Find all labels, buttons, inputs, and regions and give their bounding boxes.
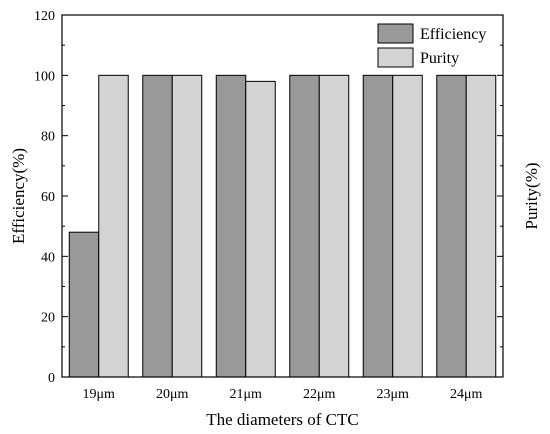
bar-purity-3 xyxy=(318,74,350,378)
legend-swatch-efficiency xyxy=(377,23,414,44)
y-tick-label: 0 xyxy=(48,371,55,386)
bar-purity-4 xyxy=(392,74,423,378)
bar-purity-2 xyxy=(245,80,276,378)
y-axis-title: Efficiency(%) xyxy=(9,148,28,244)
y-axis-right-title: Purity(%) xyxy=(522,162,541,229)
y-tick-label: 80 xyxy=(41,130,55,145)
x-tick-label: 20μm xyxy=(156,387,189,402)
x-tick-label: 19μm xyxy=(83,387,116,402)
legend: Efficiency Purity xyxy=(377,23,486,68)
legend-label-efficiency: Efficiency xyxy=(420,26,486,43)
legend-label-purity: Purity xyxy=(420,50,459,67)
y-tick-label: 60 xyxy=(41,190,55,205)
x-axis-title: The diameters of CTC xyxy=(206,410,359,429)
bar-purity-0 xyxy=(98,74,129,378)
x-tick-label: 22μm xyxy=(303,387,336,402)
y-tick-label: 120 xyxy=(34,9,55,24)
bar-efficiency-5 xyxy=(436,74,467,378)
x-tick-label: 21μm xyxy=(230,387,263,402)
bar-efficiency-1 xyxy=(142,74,173,378)
bar-efficiency-0 xyxy=(68,231,100,378)
x-tick-label: 24μm xyxy=(450,387,483,402)
y-tick-label: 20 xyxy=(41,311,55,326)
bar-efficiency-2 xyxy=(215,74,247,378)
y-tick-label: 40 xyxy=(41,250,55,265)
x-tick-label: 23μm xyxy=(377,387,410,402)
legend-swatch-purity xyxy=(377,47,414,68)
bar-purity-5 xyxy=(465,74,497,378)
bar-purity-1 xyxy=(171,74,203,378)
bars-layer xyxy=(68,74,497,378)
bar-efficiency-4 xyxy=(362,74,394,378)
bar-efficiency-3 xyxy=(289,74,320,378)
y-tick-label: 100 xyxy=(34,69,55,84)
axes-layer: 0 20 40 60 80 100 120 19μm 20μm 21μm 22μm 23μm 24μm xyxy=(34,9,504,402)
